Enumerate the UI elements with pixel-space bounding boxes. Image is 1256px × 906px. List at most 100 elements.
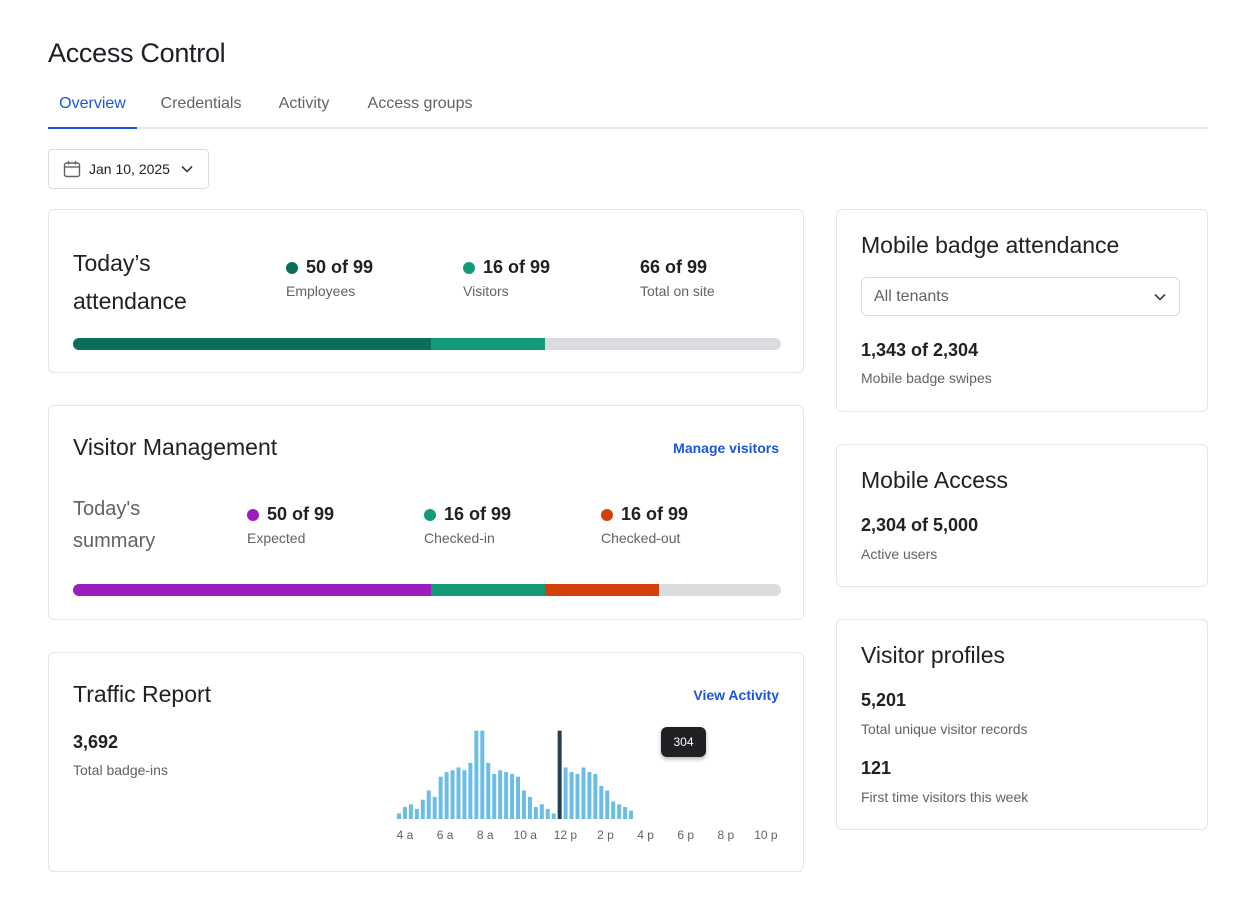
chart-bar[interactable] [629,810,634,819]
chart-tooltip: 304 [661,727,706,757]
chart-bar[interactable] [474,730,479,819]
tab-activity[interactable]: Activity [278,95,330,112]
x-tick-label: 8 p [717,828,734,842]
chart-bar[interactable] [486,762,491,819]
chart-bar[interactable] [521,790,526,819]
attendance-card: Today’s attendance 50 of 99 Employees 16… [48,209,804,373]
chart-bar[interactable] [450,770,455,819]
unique-visitors-value: 5,201 [861,690,907,710]
x-tick-label: 6 p [677,828,694,842]
x-tick-label: 12 p [554,828,578,842]
chart-bar[interactable] [426,790,431,819]
chart-bar[interactable] [498,770,503,819]
x-tick-label: 2 p [597,828,614,842]
total-badge-ins-label: Total badge-ins [73,762,168,778]
visitor-bar-segment-2 [545,584,660,596]
chart-bar[interactable] [527,796,532,819]
unique-visitors-label: Total unique visitor records [861,721,1028,737]
chart-bar[interactable] [420,799,425,819]
chart-bar[interactable] [510,773,515,819]
mobile-access-card: Mobile Access 2,304 of 5,000 Active user… [836,444,1208,587]
x-tick-label: 6 a [437,828,454,842]
checked-out-dot [601,508,613,521]
employees-dot [286,261,298,274]
tab-access-groups[interactable]: Access groups [367,95,473,112]
date-picker[interactable]: Jan 10, 2025 [48,149,209,189]
view-activity-link[interactable]: View Activity [693,687,779,703]
chart-bar[interactable] [611,801,616,819]
visitor-profiles-title: Visitor profiles [861,642,1006,668]
chart-bar[interactable] [492,773,497,819]
chart-bar[interactable] [551,813,556,819]
chart-bar[interactable] [408,804,413,819]
expected-dot [247,508,259,521]
chart-bar[interactable] [593,773,598,819]
attendance-progress-bar [73,338,781,350]
stat-checked-in: 16 of 99 Checked-in [424,504,512,546]
x-tick-label: 10 p [754,828,778,842]
chevron-down-icon [181,165,193,173]
chart-bar[interactable] [539,804,544,819]
chart-bar[interactable] [480,730,485,819]
attendance-bar-segment-0 [73,338,431,350]
mobile-badge-title: Mobile badge attendance [861,232,1120,258]
visitor-bar-segment-1 [430,584,546,596]
first-time-visitors-value: 121 [861,758,892,778]
summary-label: Today's summary [73,498,156,552]
chart-bar[interactable] [533,807,538,819]
chart-bar[interactable] [581,767,586,819]
visitor-profiles-card: Visitor profiles 5,201 Total unique visi… [836,619,1208,830]
mobile-access-title: Mobile Access [861,467,1009,493]
mobile-access-label: Active users [861,546,938,562]
x-tick-label: 8 a [477,828,494,842]
chart-bar[interactable] [623,807,628,819]
chart-bar[interactable] [605,790,610,819]
chart-bar[interactable] [504,772,509,819]
chart-bar[interactable] [456,767,461,819]
chart-bar[interactable] [402,807,407,819]
chart-bar[interactable] [462,770,467,819]
mobile-badge-card: Mobile badge attendance All tenants 1,34… [836,209,1208,412]
stat-employees: 50 of 99 Employees [286,257,374,299]
mobile-badge-value: 1,343 of 2,304 [861,340,979,360]
traffic-chart: 4 a 6 a 8 a 10 a 12 p 2 p 4 p 6 p 8 p 10 p [397,730,778,842]
chart-bar[interactable] [468,762,473,819]
page-title: Access Control [48,38,226,68]
chart-bar[interactable] [432,796,437,819]
checked-in-dot [424,508,436,521]
chart-bar[interactable] [587,772,592,819]
chart-bar[interactable] [444,772,449,819]
chart-bar[interactable] [545,808,550,819]
x-tick-label: 4 a [397,828,414,842]
visitors-dot [463,261,475,274]
mobile-access-value: 2,304 of 5,000 [861,515,979,535]
chart-bar[interactable] [563,767,568,819]
tenant-select[interactable]: All tenants [861,277,1180,316]
traffic-report-card: Traffic Report View Activity 3,692 Total… [48,652,804,872]
chart-bar[interactable] [599,785,604,819]
visitor-management-card: Visitor Management Manage visitors Today… [48,405,804,620]
visitor-management-title: Visitor Management [73,434,278,460]
chart-bar[interactable] [516,776,520,819]
first-time-visitors-label: First time visitors this week [861,789,1029,805]
stat-total-on-site: 66 of 99 Total on site [640,257,715,299]
visitor-bar-segment-0 [73,584,431,596]
chart-bar[interactable] [617,804,622,819]
chart-bar[interactable] [414,808,419,819]
chart-bar-highlighted[interactable] [557,730,562,819]
total-badge-ins-value: 3,692 [73,732,119,752]
manage-visitors-link[interactable]: Manage visitors [673,440,779,456]
stat-checked-out: 16 of 99 Checked-out [601,504,689,546]
chart-bar[interactable] [569,772,574,819]
chart-bar[interactable] [397,813,401,819]
tab-bar: Overview Credentials Activity Access gro… [48,82,1208,129]
x-tick-label: 4 p [637,828,654,842]
tab-overview[interactable]: Overview [48,82,137,129]
chart-bar[interactable] [438,776,443,819]
attendance-title: Today’s attendance [73,250,187,314]
chart-bar[interactable] [575,773,580,819]
stat-expected: 50 of 99 Expected [247,504,335,546]
tab-credentials[interactable]: Credentials [160,95,242,112]
visitor-progress-bar [73,584,781,596]
calendar-icon [63,161,81,178]
